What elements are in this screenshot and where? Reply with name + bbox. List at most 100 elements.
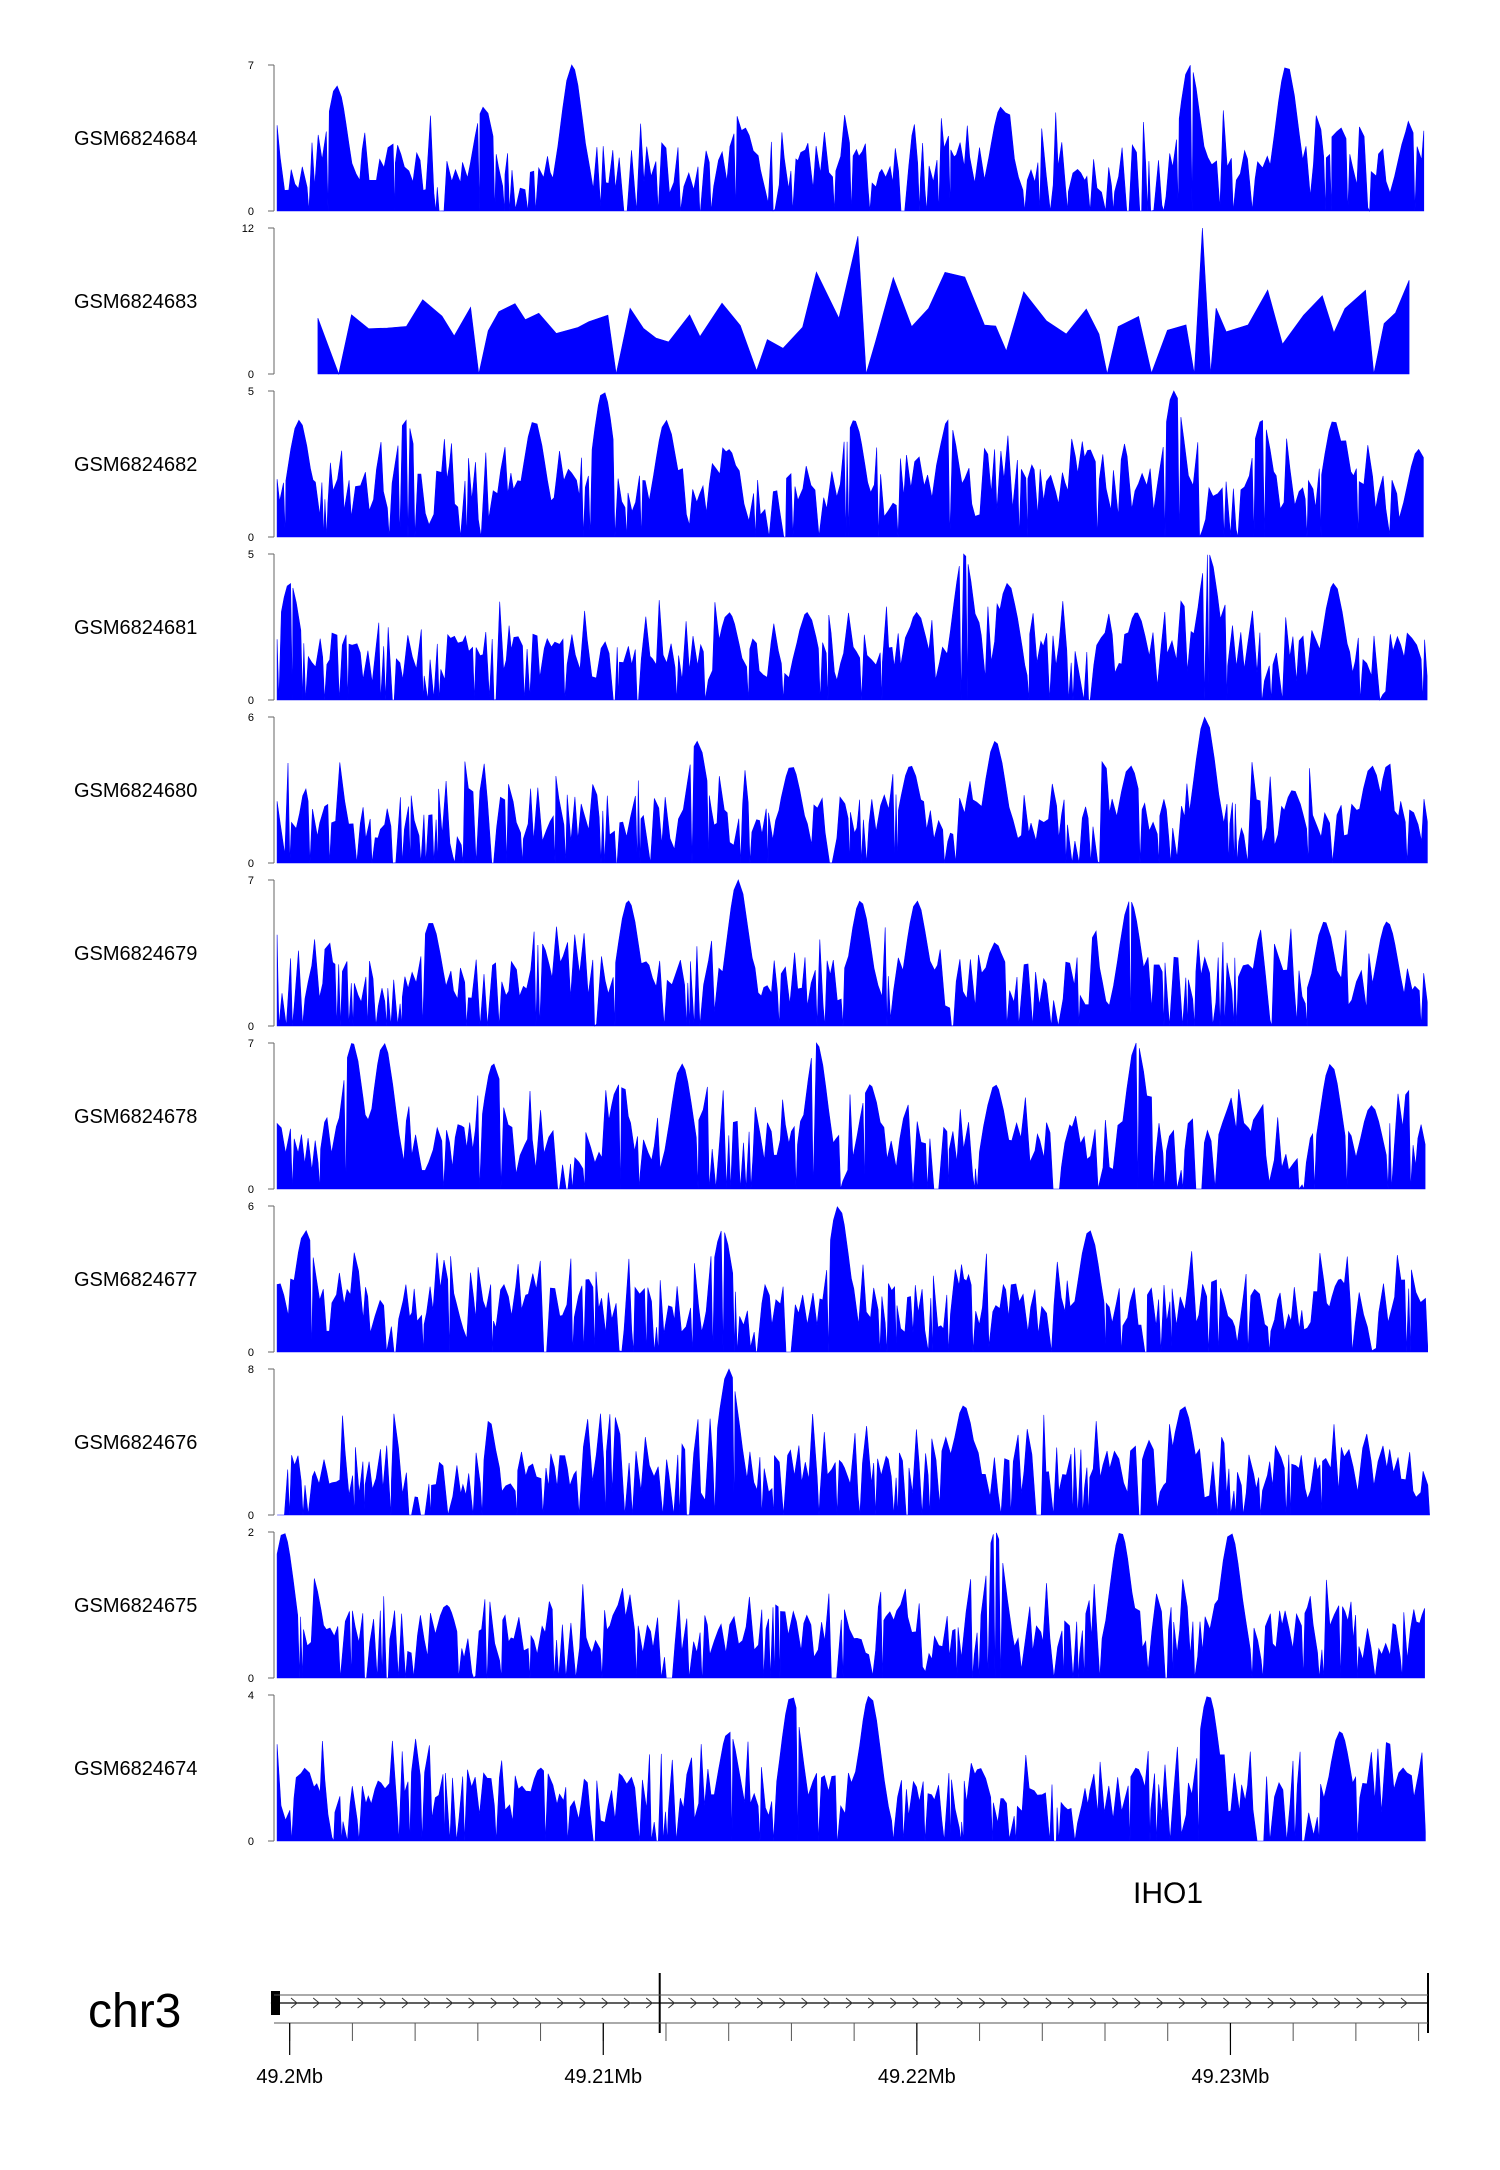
strand-arrow (801, 1997, 809, 2009)
strand-arrow (1178, 1997, 1186, 2009)
coverage-area (276, 390, 1424, 538)
strand-arrow (335, 1997, 343, 2009)
track-GSM6824681: GSM6824681 5 0 (74, 549, 1428, 707)
y-axis-min-label: 0 (248, 858, 254, 870)
strand-arrow (934, 1997, 942, 2009)
coverage-area (276, 1695, 1426, 1842)
y-axis-max-label: 7 (248, 1038, 254, 1050)
strand-arrow (1200, 1997, 1208, 2009)
track-GSM6824680: GSM6824680 6 0 (74, 712, 1428, 870)
coverage-area (276, 1042, 1426, 1190)
track-label: GSM6824682 (74, 454, 197, 476)
strand-arrow (579, 1997, 587, 2009)
y-axis-min-label: 0 (248, 695, 254, 707)
axis-ticks: 49.2Mb 49.21Mb 49.22Mb 49.23Mb (256, 2023, 1420, 2088)
strand-arrow (1001, 1997, 1009, 2009)
strand-arrow (690, 1997, 698, 2009)
y-axis-min-label: 0 (248, 206, 254, 218)
strand-arrow (1023, 1997, 1031, 2009)
strand-arrow (1223, 1997, 1231, 2009)
coverage-area (276, 879, 1428, 1027)
track-label: GSM6824679 (74, 943, 197, 965)
strand-arrow (1400, 1997, 1408, 2009)
strand-arrow (534, 1997, 542, 2009)
strand-arrow (1134, 1997, 1142, 2009)
strand-arrow (1156, 1997, 1164, 2009)
gene-track: IHO1 (270, 1877, 1429, 2033)
strand-arrow (512, 1997, 520, 2009)
strand-arrow (823, 1997, 831, 2009)
strand-arrow (468, 1997, 476, 2009)
strand-arrow (423, 1997, 431, 2009)
strand-arrow (978, 1997, 986, 2009)
y-axis-min-label: 0 (248, 1347, 254, 1359)
strand-arrow (845, 1997, 853, 2009)
axis-tick-label: 49.2Mb (256, 2066, 323, 2088)
strand-arrow (1245, 1997, 1253, 2009)
strand-arrow (712, 1997, 720, 2009)
strand-arrow (956, 1997, 964, 2009)
coverage-area (276, 716, 1428, 864)
strand-arrow (1356, 1997, 1364, 2009)
strand-arrow (668, 1997, 676, 2009)
y-axis-max-label: 5 (248, 549, 254, 561)
strand-arrow (1067, 1997, 1075, 2009)
y-axis-max-label: 5 (248, 386, 254, 398)
strand-arrow (645, 1997, 653, 2009)
y-axis-min-label: 0 (248, 1510, 254, 1522)
y-axis-min-label: 0 (248, 1673, 254, 1685)
y-axis-max-label: 2 (248, 1527, 254, 1539)
strand-arrow (867, 1997, 875, 2009)
track-label: GSM6824681 (74, 617, 197, 639)
strand-arrow (379, 1997, 387, 2009)
y-axis-max-label: 6 (248, 1201, 254, 1213)
track-GSM6824678: GSM6824678 7 0 (74, 1038, 1426, 1196)
track-GSM6824676: GSM6824676 8 0 (74, 1364, 1430, 1522)
strand-arrow (446, 1997, 454, 2009)
coverage-area (277, 1368, 1430, 1516)
strand-arrow (312, 1997, 320, 2009)
y-axis-max-label: 4 (248, 1690, 254, 1702)
gene-strand-arrows (290, 1997, 1408, 2009)
track-label: GSM6824676 (74, 1432, 197, 1454)
strand-arrow (1334, 1997, 1342, 2009)
coverage-area (317, 227, 1410, 376)
y-axis-max-label: 12 (242, 223, 254, 235)
chromosome-label: chr3 (88, 1985, 181, 2038)
track-GSM6824677: GSM6824677 6 0 (74, 1201, 1428, 1359)
coverage-area (276, 1532, 1425, 1679)
coverage-area (276, 553, 1428, 702)
y-axis-max-label: 7 (248, 60, 254, 72)
strand-arrow (1112, 1997, 1120, 2009)
strand-arrow (1378, 1997, 1386, 2009)
strand-arrow (1311, 1997, 1319, 2009)
strand-arrow (1267, 1997, 1275, 2009)
track-GSM6824684: GSM6824684 7 0 (74, 60, 1425, 218)
strand-arrow (734, 1997, 742, 2009)
axis-tick-label: 49.22Mb (878, 2066, 956, 2088)
track-label: GSM6824680 (74, 780, 197, 802)
strand-arrow (490, 1997, 498, 2009)
strand-arrow (401, 1997, 409, 2009)
track-label: GSM6824674 (74, 1758, 197, 1780)
track-label: GSM6824678 (74, 1106, 197, 1128)
y-axis-max-label: 6 (248, 712, 254, 724)
strand-arrow (890, 1997, 898, 2009)
y-axis-min-label: 0 (248, 1021, 254, 1033)
y-axis-min-label: 0 (248, 369, 254, 381)
track-label: GSM6824683 (74, 291, 197, 313)
y-axis-min-label: 0 (248, 1184, 254, 1196)
axis-tick-label: 49.21Mb (564, 2066, 642, 2088)
y-axis-min-label: 0 (248, 532, 254, 544)
strand-arrow (601, 1997, 609, 2009)
track-GSM6824683: GSM6824683 12 0 (74, 223, 1410, 381)
track-label: GSM6824684 (74, 128, 197, 150)
strand-arrow (357, 1997, 365, 2009)
strand-arrow (1089, 1997, 1097, 2009)
coverage-area (276, 1206, 1428, 1353)
strand-arrow (779, 1997, 787, 2009)
track-GSM6824682: GSM6824682 5 0 (74, 386, 1424, 544)
strand-arrow (756, 1997, 764, 2009)
track-label: GSM6824675 (74, 1595, 197, 1617)
y-axis-min-label: 0 (248, 1836, 254, 1848)
